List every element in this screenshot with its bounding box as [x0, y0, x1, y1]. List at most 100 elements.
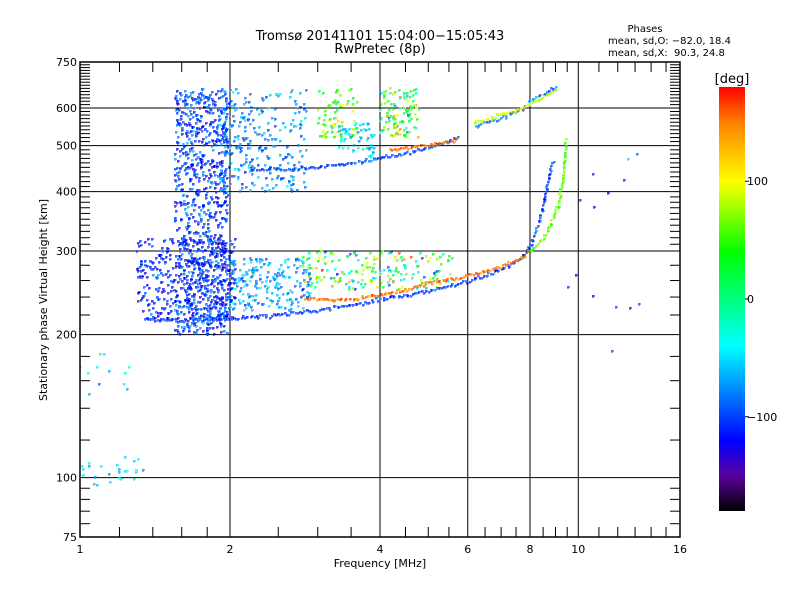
data-point [174, 219, 177, 222]
data-point [214, 104, 217, 107]
data-point [221, 226, 224, 229]
data-point [223, 90, 226, 93]
data-point [408, 120, 411, 123]
data-point [415, 92, 418, 95]
data-point [299, 106, 302, 109]
data-point [339, 106, 342, 109]
data-point [167, 270, 170, 273]
data-point [170, 298, 173, 301]
data-point [305, 89, 308, 92]
data-point [148, 303, 151, 306]
data-point [187, 243, 190, 246]
data-point [198, 279, 201, 282]
data-point [220, 313, 223, 316]
data-point [181, 111, 184, 114]
trace-point [521, 256, 524, 259]
data-point [214, 234, 217, 237]
x-tick-label: 10 [571, 543, 585, 556]
trace-point [320, 165, 323, 168]
trace-point [537, 225, 540, 228]
colorbar-gradient [719, 87, 745, 511]
data-point [179, 333, 182, 336]
data-point [420, 279, 423, 282]
data-point [212, 275, 215, 278]
data-point [219, 118, 222, 121]
data-point [156, 296, 159, 299]
data-point [118, 471, 121, 474]
data-point [321, 269, 324, 272]
data-point [200, 209, 203, 212]
data-point [205, 162, 208, 165]
data-point [226, 185, 229, 188]
data-point [350, 270, 353, 273]
trace-point [257, 317, 260, 320]
data-point [269, 280, 272, 283]
data-point [406, 95, 409, 98]
data-point [187, 288, 190, 291]
data-point [372, 277, 375, 280]
data-point [256, 260, 259, 263]
data-point [341, 125, 344, 128]
data-point [299, 282, 302, 285]
data-point [175, 300, 178, 303]
data-point [223, 289, 226, 292]
trace-point [550, 223, 553, 226]
data-point [368, 147, 371, 150]
data-point [292, 176, 295, 179]
data-point [188, 308, 191, 311]
data-point [170, 290, 173, 293]
data-point [256, 287, 259, 290]
data-point [432, 277, 435, 280]
data-point [137, 458, 140, 461]
data-point [124, 372, 127, 375]
data-point [343, 140, 346, 143]
data-point [326, 131, 329, 134]
data-point [222, 95, 225, 98]
data-point [219, 322, 222, 325]
data-point [196, 243, 199, 246]
data-point [317, 260, 320, 263]
data-point [187, 115, 190, 118]
data-point [307, 281, 310, 284]
data-point [302, 307, 305, 310]
data-point [224, 218, 227, 221]
data-point [161, 281, 164, 284]
data-point [152, 307, 155, 310]
data-point [133, 460, 136, 463]
data-point [247, 118, 250, 121]
data-point [203, 307, 206, 310]
data-point [205, 303, 208, 306]
data-point [192, 183, 195, 186]
data-point [357, 131, 360, 134]
data-point [295, 258, 298, 261]
data-point [188, 265, 191, 268]
data-point [401, 286, 404, 289]
data-point [245, 158, 248, 161]
data-point [238, 125, 241, 128]
data-point [355, 127, 358, 130]
data-point [200, 161, 203, 164]
data-point [151, 300, 154, 303]
data-point [189, 325, 192, 328]
data-point [237, 138, 240, 141]
trace-point [497, 270, 500, 273]
data-point [376, 286, 379, 289]
data-point [188, 260, 191, 263]
data-point [317, 122, 320, 125]
trace-point [558, 206, 561, 209]
trace-point [187, 320, 190, 323]
data-point [186, 195, 189, 198]
axis-ticks: 1 2 4 6 8 10 16 75 100 200 300 400 500 600 750 [56, 56, 687, 556]
data-point [267, 107, 270, 110]
trace-point [294, 167, 297, 170]
data-point [230, 288, 233, 291]
data-point [316, 251, 319, 254]
data-point [261, 149, 264, 152]
data-point [416, 118, 419, 121]
data-point [223, 330, 226, 333]
data-point [229, 89, 232, 92]
x-tick-label: 4 [377, 543, 384, 556]
data-point [255, 283, 258, 286]
data-point [175, 274, 178, 277]
data-point [98, 383, 101, 386]
